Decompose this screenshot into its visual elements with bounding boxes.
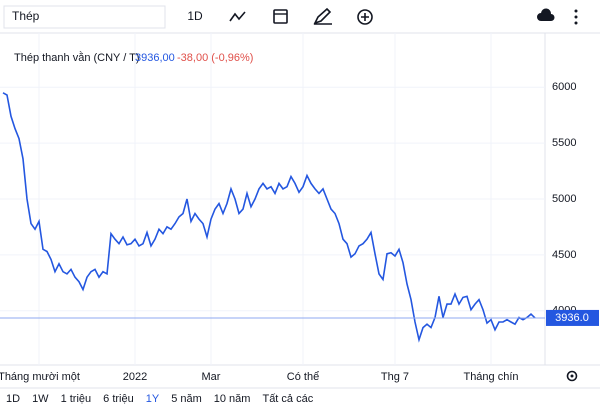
range-button[interactable]: 1 triệu	[61, 393, 92, 405]
last-price-label: 3936.0	[555, 312, 589, 324]
add-icon[interactable]	[357, 9, 373, 25]
range-button[interactable]: 1D	[6, 393, 20, 405]
y-tick-label: 5500	[552, 137, 576, 149]
x-tick-label: Tháng mười một	[0, 371, 80, 383]
legend-name: Thép thanh vằn (CNY / T)	[14, 51, 140, 64]
x-tick-label: Mar	[202, 371, 221, 383]
range-button[interactable]: 10 năm	[214, 393, 251, 405]
legend-value: 3936,00	[135, 52, 175, 64]
menu-icon[interactable]	[574, 9, 578, 25]
y-tick-label: 5000	[552, 193, 576, 205]
price-line	[2, 92, 536, 343]
draw-icon[interactable]	[313, 7, 332, 25]
range-button[interactable]: 5 năm	[171, 393, 202, 405]
y-tick-label: 4500	[552, 249, 576, 261]
search-text: Thép	[12, 9, 40, 23]
settings-icon[interactable]	[566, 370, 578, 382]
last-price-box	[546, 309, 599, 326]
chart-type-icon[interactable]	[229, 11, 246, 22]
range-button[interactable]: Tất cả các	[262, 393, 313, 405]
y-tick-label: 6000	[552, 81, 576, 93]
x-tick-label: Thg 7	[381, 371, 409, 383]
range-button[interactable]: 1Y	[146, 393, 160, 405]
x-tick-label: Có thể	[287, 371, 319, 383]
download-icon[interactable]	[537, 8, 555, 21]
x-tick-label: Tháng chín	[463, 371, 518, 383]
range-button[interactable]: 6 triệu	[103, 393, 134, 405]
legend-change: -38,00 (-0,96%)	[177, 52, 253, 64]
search-box[interactable]	[3, 5, 166, 29]
grid	[0, 33, 545, 365]
x-tick-label: 2022	[123, 371, 147, 383]
range-button[interactable]: 1W	[32, 393, 49, 405]
interval-button[interactable]: 1D	[187, 9, 203, 23]
calendar-icon[interactable]	[273, 9, 288, 24]
